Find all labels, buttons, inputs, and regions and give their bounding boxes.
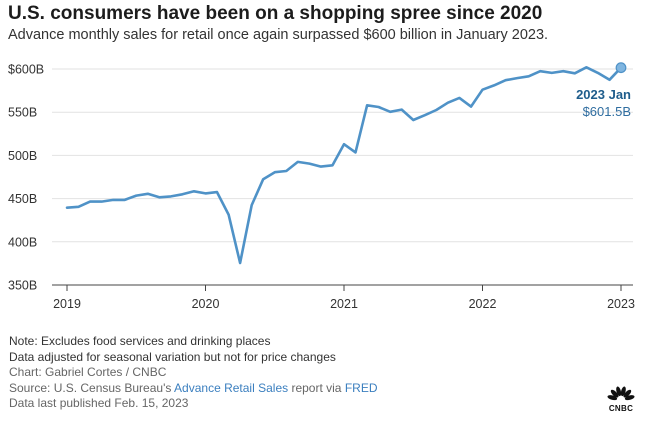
x-tick-label-2020: 2020 bbox=[192, 297, 220, 311]
source-mid: report via bbox=[288, 380, 345, 395]
y-tick-label-600: $600B bbox=[8, 63, 44, 77]
cnbc-logo-text: CNBC bbox=[608, 404, 634, 413]
y-tick-label-550: 550B bbox=[8, 106, 37, 120]
chart-subtitle: Advance monthly sales for retail once ag… bbox=[8, 27, 549, 43]
x-tick-label-2019: 2019 bbox=[53, 297, 81, 311]
source-prefix: Source: U.S. Census Bureau's bbox=[9, 380, 175, 395]
annotation-label-value: $601.5B bbox=[583, 104, 631, 119]
data-published-date: Data last published Feb. 15, 2023 bbox=[9, 396, 189, 410]
x-tick-label-2022: 2022 bbox=[469, 297, 497, 311]
endpoint-marker bbox=[615, 62, 627, 74]
series-line-retail-sales bbox=[65, 66, 623, 265]
x-tick-label-2023: 2023 bbox=[607, 297, 635, 311]
chart-notes: Note: Excludes food services and drinkin… bbox=[9, 334, 378, 412]
source-link-fred[interactable]: FRED bbox=[344, 380, 378, 395]
annotation-label-date: 2023 Jan bbox=[576, 87, 631, 102]
peacock-icon bbox=[607, 386, 635, 401]
y-tick-label-400: 400B bbox=[8, 235, 37, 249]
x-tick-label-2021: 2021 bbox=[330, 297, 358, 311]
note-food-services: Note: Excludes food services and drinkin… bbox=[9, 334, 271, 348]
note-seasonal: Data adjusted for seasonal variation but… bbox=[9, 349, 336, 364]
chart-source: Source: U.S. Census Bureau's Advance Ret… bbox=[9, 381, 378, 397]
source-link-advance-retail-sales[interactable]: Advance Retail Sales bbox=[174, 380, 289, 395]
cnbc-logo: CNBC bbox=[601, 383, 641, 415]
chart-title: U.S. consumers have been on a shopping s… bbox=[8, 3, 543, 24]
y-tick-label-450: 450B bbox=[8, 192, 37, 206]
y-tick-label-350: 350B bbox=[8, 279, 37, 293]
chart-credit: Chart: Gabriel Cortes / CNBC bbox=[9, 365, 167, 379]
y-tick-label-500: 500B bbox=[8, 149, 37, 163]
